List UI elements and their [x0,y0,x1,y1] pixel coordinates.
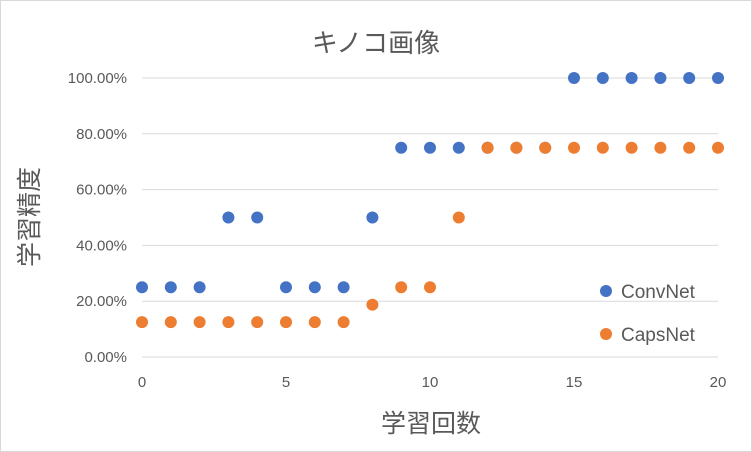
x-tick-label: 10 [422,374,439,391]
capsnet-point [164,316,177,329]
y-axis-title: 学習精度 [15,167,44,267]
legend-label-capsnet: CapsNet [621,325,696,346]
capsnet-point [539,141,552,154]
convnet-point [712,72,724,84]
convnet-point [136,281,148,294]
capsnet-point [136,316,148,329]
capsnet-point [280,316,292,329]
capsnet-point [366,298,379,311]
capsnet-point [683,141,696,154]
legend: ConvNet CapsNet [600,282,696,346]
x-axis-title: 学習回数 [381,409,481,438]
capsnet-point [222,316,235,329]
x-tick-labels: 0 5 10 15 20 [138,374,727,391]
legend-swatch-capsnet [600,328,612,340]
convnet-point [424,141,436,154]
convnet-point [596,72,609,84]
y-tick-label: 0.00% [84,349,127,366]
capsnet-point [337,316,350,329]
capsnet-point [251,316,264,329]
capsnet-point [654,141,667,154]
convnet-point [452,141,465,154]
convnet-point [280,281,292,294]
series-capsnet [136,141,724,329]
convnet-point [164,281,177,294]
capsnet-point [596,141,609,154]
convnet-point [683,72,696,84]
legend-item-convnet: ConvNet [600,282,696,303]
convnet-point [251,211,264,224]
convnet-point [366,211,379,224]
y-tick-label: 80.00% [76,126,127,143]
capsnet-point [510,141,523,154]
y-tick-label: 40.00% [76,237,127,254]
x-tick-label: 5 [282,374,290,391]
capsnet-point [308,316,321,329]
capsnet-point [395,281,408,294]
capsnet-point [625,141,638,154]
y-tick-label: 100.00% [68,70,127,87]
convnet-point [308,281,321,294]
series-convnet [136,72,724,294]
convnet-point [654,72,667,84]
legend-label-convnet: ConvNet [621,282,696,303]
convnet-point [625,72,638,84]
legend-item-capsnet: CapsNet [600,325,696,346]
capsnet-point [424,281,436,294]
convnet-point [395,141,408,154]
y-tick-label: 20.00% [76,293,127,310]
x-tick-label: 0 [138,374,146,391]
y-tick-label: 60.00% [76,182,127,199]
capsnet-point [568,141,580,154]
x-tick-label: 20 [710,374,727,391]
chart-title: キノコ画像 [312,29,440,59]
data-points [136,72,724,329]
convnet-point [222,211,235,224]
convnet-point [568,72,580,84]
capsnet-point [712,141,724,154]
convnet-point [337,281,350,294]
legend-swatch-convnet [600,285,612,297]
x-tick-label: 15 [566,374,583,391]
capsnet-point [452,211,465,224]
capsnet-point [193,316,206,329]
capsnet-point [481,141,494,154]
grid-lines [142,77,718,358]
y-tick-labels: 0.00% 20.00% 40.00% 60.00% 80.00% 100.00% [68,70,127,366]
convnet-point [193,281,206,294]
